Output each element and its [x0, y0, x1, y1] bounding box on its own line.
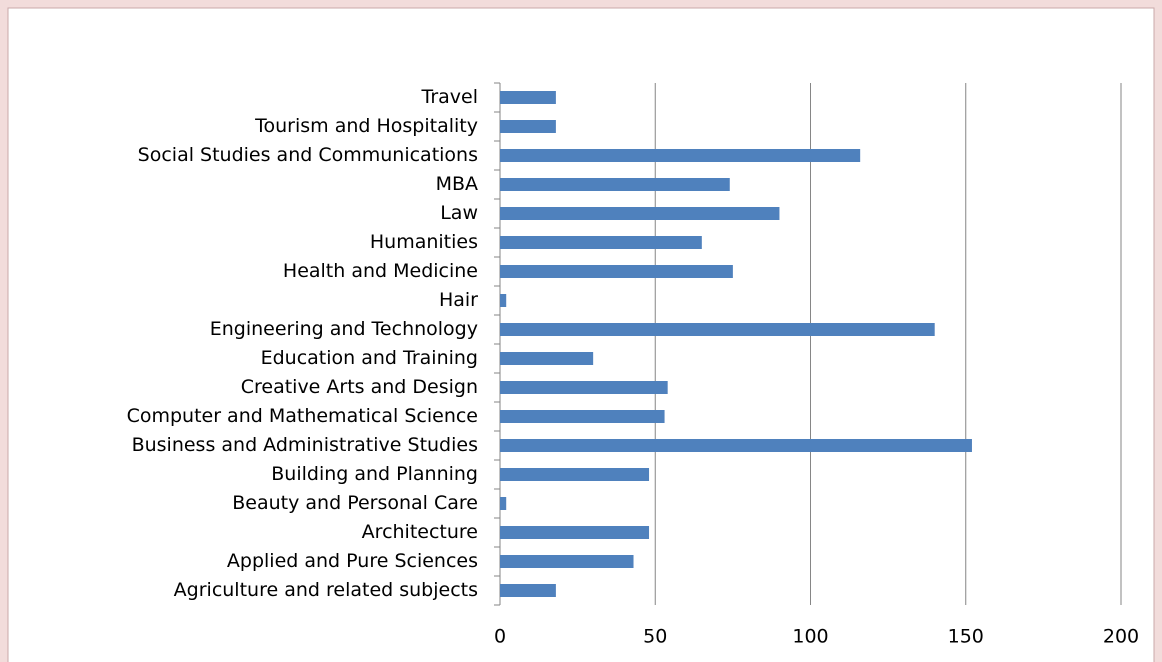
y-tick-label: Health and Medicine — [283, 260, 478, 282]
y-tick-label: Applied and Pure Sciences — [227, 550, 478, 572]
bar — [500, 207, 780, 220]
bar — [500, 584, 556, 597]
y-tick-label: Agriculture and related subjects — [174, 579, 478, 601]
y-tick-label: Building and Planning — [271, 463, 478, 485]
y-tick-label: Tourism and Hospitality — [254, 115, 478, 137]
bar — [500, 439, 972, 452]
bar — [500, 178, 730, 191]
bar — [500, 323, 935, 336]
y-tick-label: Computer and Mathematical Science — [127, 405, 478, 427]
y-tick-label: Beauty and Personal Care — [232, 492, 478, 514]
x-tick-label: 150 — [948, 626, 984, 648]
bar — [500, 91, 556, 104]
y-tick-label: Hair — [439, 289, 478, 311]
bar — [500, 149, 861, 162]
x-tick-label: 0 — [494, 626, 506, 648]
y-tick-label: Creative Arts and Design — [241, 376, 478, 398]
y-tick-label: Travel — [421, 86, 478, 108]
bar — [500, 352, 594, 365]
x-tick-label: 50 — [643, 626, 667, 648]
x-tick-label: 100 — [792, 626, 828, 648]
y-tick-label: Humanities — [370, 231, 478, 253]
bar — [500, 468, 650, 481]
x-tick-label: 200 — [1103, 626, 1139, 648]
y-tick-label: Education and Training — [261, 347, 478, 369]
y-tick-label: Law — [440, 202, 478, 224]
y-tick-label: Architecture — [362, 521, 478, 543]
bar — [500, 526, 650, 539]
y-tick-label: Social Studies and Communications — [138, 144, 478, 166]
bar — [500, 294, 507, 307]
bar — [500, 410, 665, 423]
bar — [500, 236, 702, 249]
bar — [500, 120, 556, 133]
y-tick-label: MBA — [436, 173, 478, 195]
y-tick-label: Engineering and Technology — [210, 318, 478, 340]
bar — [500, 265, 733, 278]
bar — [500, 555, 634, 568]
y-tick-label: Business and Administrative Studies — [132, 434, 478, 456]
bar — [500, 497, 507, 510]
bar — [500, 381, 668, 394]
